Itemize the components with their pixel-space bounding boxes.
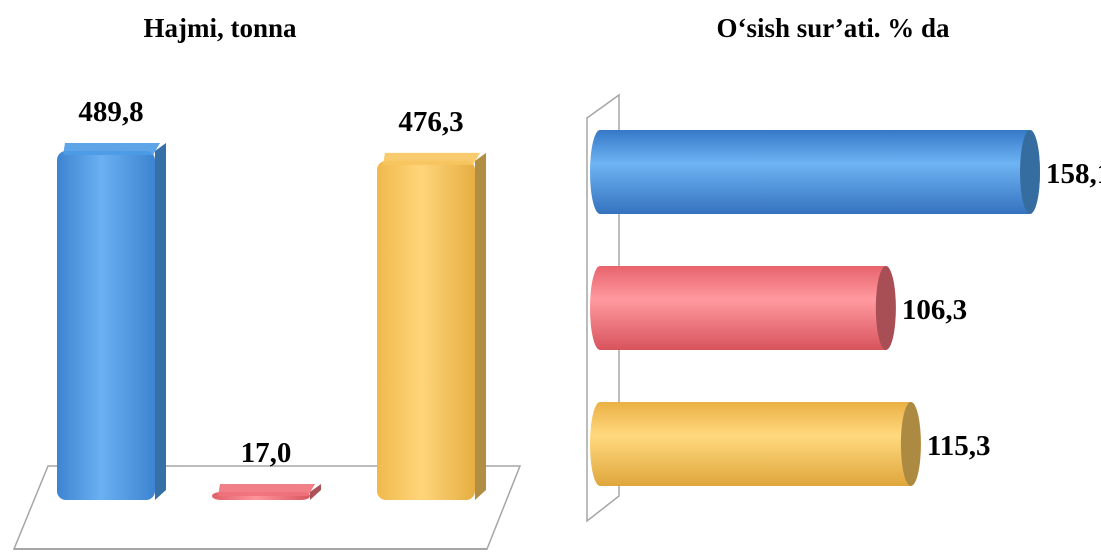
chart-title-left: Hajmi, tonna <box>143 13 297 43</box>
cylinder-label-2: 115,3 <box>927 430 991 462</box>
cylinder-0 <box>590 130 1040 214</box>
bar-label-2: 476,3 <box>398 106 463 138</box>
bar-0 <box>57 143 166 500</box>
bar-top-0 <box>63 143 160 155</box>
bar-side-2 <box>475 152 486 501</box>
cylinder-cap-2 <box>900 402 921 486</box>
bar-1 <box>212 484 321 500</box>
bar-front-0 <box>57 151 155 500</box>
chart-title-right: O‘sish sur’ati. % da <box>716 13 950 43</box>
cylinder-body-2 <box>590 402 921 486</box>
bar-top-2 <box>383 152 480 165</box>
cylinder-2 <box>590 402 921 486</box>
bar-label-0: 489,8 <box>78 96 143 128</box>
cylinder-body-1 <box>590 266 896 350</box>
bar-front-2 <box>377 160 475 501</box>
cylinder-label-1: 106,3 <box>902 294 967 326</box>
bar-side-1 <box>310 484 321 500</box>
bar-side-0 <box>155 143 166 500</box>
bar-top-1 <box>218 484 315 496</box>
cylinder-cap-1 <box>875 266 896 350</box>
bar-label-1: 17,0 <box>241 437 292 469</box>
vertical-bars: 489,8 17,0 476,3 <box>57 96 486 501</box>
bar-2 <box>377 152 486 501</box>
horizontal-bars: 158,1 106,3 115,3 <box>590 130 1101 486</box>
cylinder-body-0 <box>590 130 1040 214</box>
cylinder-cap-0 <box>1020 130 1040 214</box>
cylinder-1 <box>590 266 896 350</box>
cylinder-label-0: 158,1 <box>1046 158 1101 190</box>
